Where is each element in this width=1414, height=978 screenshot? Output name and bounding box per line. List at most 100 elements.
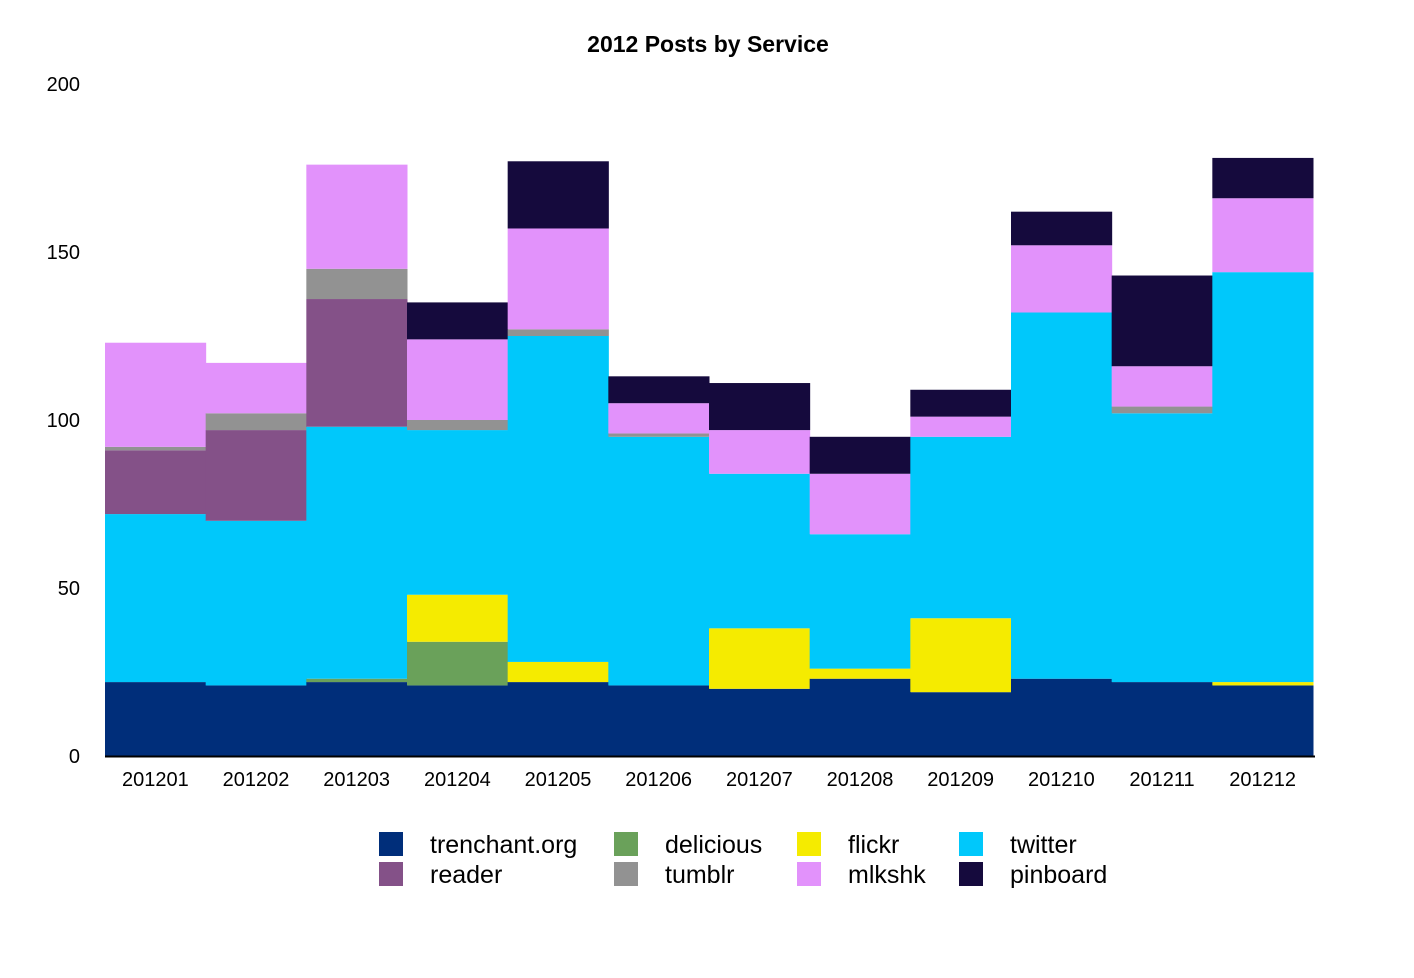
bar-segment-trenchant-org-201211 xyxy=(1111,682,1213,756)
bar-segment-flickr-201207 xyxy=(709,628,811,689)
chart-title: 2012 Posts by Service xyxy=(587,31,829,57)
bar-segment-mlkshk-201206 xyxy=(608,403,710,434)
bar-segment-trenchant-org-201209 xyxy=(910,692,1012,756)
bar-segment-mlkshk-201208 xyxy=(809,473,911,535)
y-tick-label: 150 xyxy=(47,242,80,264)
bar-segment-pinboard-201207 xyxy=(709,383,811,431)
legend-swatch-trenchant-org xyxy=(379,832,403,856)
legend-label-mlkshk: mlkshk xyxy=(848,861,926,889)
bar-segment-trenchant-org-201208 xyxy=(809,678,911,756)
bar-segment-delicious-201203 xyxy=(306,678,408,683)
y-tick-label: 200 xyxy=(47,74,80,96)
legend-label-trenchant-org: trenchant.org xyxy=(430,831,577,859)
bar-segment-reader-201203 xyxy=(306,299,408,427)
x-tick-label: 201202 xyxy=(223,769,290,791)
bar-segment-pinboard-201212 xyxy=(1212,157,1314,199)
bar-segment-pinboard-201206 xyxy=(608,376,710,404)
bar-segment-pinboard-201211 xyxy=(1111,275,1213,367)
bar-segment-trenchant-org-201207 xyxy=(709,688,811,756)
bar-segment-trenchant-org-201210 xyxy=(1011,678,1113,756)
bar-segment-reader-201202 xyxy=(205,430,307,521)
x-tick-label: 201207 xyxy=(726,769,793,791)
bar-segment-twitter-201204 xyxy=(407,430,509,595)
bar-segment-twitter-201211 xyxy=(1111,413,1213,683)
bar-segment-mlkshk-201205 xyxy=(507,228,609,330)
bar-segment-twitter-201210 xyxy=(1011,312,1113,679)
legend-label-reader: reader xyxy=(430,861,502,889)
bar-segment-mlkshk-201212 xyxy=(1212,198,1314,273)
legend-label-twitter: twitter xyxy=(1010,831,1077,859)
legend-swatch-tumblr xyxy=(614,862,638,886)
bar-segment-tumblr-201202 xyxy=(205,413,307,431)
bar-segment-pinboard-201205 xyxy=(507,161,609,229)
bar-segment-tumblr-201206 xyxy=(608,433,710,437)
bar-segment-flickr-201205 xyxy=(507,661,609,683)
x-tick-label: 201205 xyxy=(525,769,592,791)
legend-label-tumblr: tumblr xyxy=(665,861,734,889)
bar-segment-tumblr-201205 xyxy=(507,329,609,336)
bar-segment-twitter-201201 xyxy=(105,514,207,683)
x-axis: 201201 201202 201203 201204 201205 201206 2012… xyxy=(105,755,1315,791)
bar-segment-trenchant-org-201212 xyxy=(1212,685,1314,756)
bar-segment-tumblr-201201 xyxy=(105,446,207,451)
bar-segment-tumblr-201204 xyxy=(407,420,509,431)
bar-segment-mlkshk-201201 xyxy=(105,342,207,447)
bar-segment-mlkshk-201202 xyxy=(205,362,307,414)
legend: trenchant.org delicious flickr twitter reade… xyxy=(379,831,1107,889)
bar-segment-mlkshk-201204 xyxy=(407,339,509,420)
bar-segment-mlkshk-201207 xyxy=(709,430,811,474)
bar-segment-tumblr-201203 xyxy=(306,268,408,300)
bar-segment-twitter-201207 xyxy=(709,473,811,629)
bar-segment-mlkshk-201211 xyxy=(1111,366,1213,407)
bar-segment-delicious-201204 xyxy=(407,641,509,686)
legend-swatch-twitter xyxy=(959,832,983,856)
x-tick-label: 201203 xyxy=(323,769,390,791)
bar-segment-tumblr-201211 xyxy=(1111,406,1213,414)
bar-segment-trenchant-org-201204 xyxy=(407,685,509,756)
bar-segment-pinboard-201210 xyxy=(1011,211,1113,246)
y-axis: 0 50 100 150 200 xyxy=(47,74,80,768)
bar-segment-twitter-201205 xyxy=(507,336,609,662)
bar-segment-twitter-201206 xyxy=(608,436,710,686)
legend-label-pinboard: pinboard xyxy=(1010,861,1107,889)
bar-segment-twitter-201212 xyxy=(1212,272,1314,683)
y-tick-label: 100 xyxy=(47,410,80,432)
x-tick-label: 201211 xyxy=(1129,769,1194,791)
bar-segment-reader-201201 xyxy=(105,450,207,515)
legend-swatch-flickr xyxy=(797,832,821,856)
bar-segment-trenchant-org-201205 xyxy=(507,682,609,756)
x-tick-label: 201209 xyxy=(927,769,994,791)
legend-label-flickr: flickr xyxy=(848,831,899,859)
legend-swatch-reader xyxy=(379,862,403,886)
bars-group xyxy=(105,157,1314,756)
legend-swatch-pinboard xyxy=(959,862,983,886)
bar-segment-trenchant-org-201206 xyxy=(608,685,710,756)
x-tick-label: 201204 xyxy=(424,769,491,791)
x-tick-label: 201210 xyxy=(1028,769,1095,791)
x-tick-label: 201208 xyxy=(827,769,894,791)
bar-segment-twitter-201203 xyxy=(306,426,408,679)
bar-segment-pinboard-201204 xyxy=(407,302,509,340)
bar-segment-twitter-201208 xyxy=(809,534,911,669)
x-tick-label: 201212 xyxy=(1229,769,1296,791)
x-tick-label: 201201 xyxy=(122,769,189,791)
bar-segment-trenchant-org-201202 xyxy=(205,685,307,756)
y-tick-label: 0 xyxy=(69,746,80,768)
bar-segment-mlkshk-201203 xyxy=(306,164,408,269)
bar-segment-mlkshk-201209 xyxy=(910,416,1012,437)
bar-segment-pinboard-201209 xyxy=(910,389,1012,417)
bar-segment-twitter-201202 xyxy=(205,520,307,686)
bar-segment-flickr-201209 xyxy=(910,618,1012,693)
bar-segment-trenchant-org-201203 xyxy=(306,682,408,756)
y-tick-label: 50 xyxy=(58,578,80,600)
bar-segment-flickr-201204 xyxy=(407,594,509,642)
bar-segment-twitter-201209 xyxy=(910,436,1012,619)
legend-swatch-delicious xyxy=(614,832,638,856)
bar-segment-trenchant-org-201201 xyxy=(105,682,207,756)
legend-label-delicious: delicious xyxy=(665,831,762,859)
bar-segment-flickr-201208 xyxy=(809,668,911,679)
bar-segment-flickr-201212 xyxy=(1212,682,1314,686)
bar-segment-mlkshk-201210 xyxy=(1011,245,1113,313)
x-tick-label: 201206 xyxy=(625,769,692,791)
